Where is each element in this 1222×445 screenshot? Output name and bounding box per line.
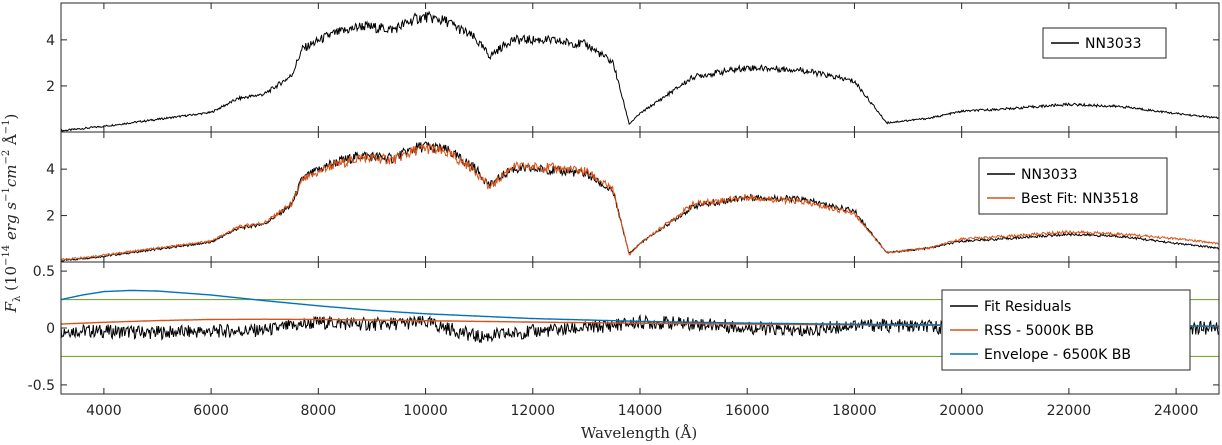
y-tick-label: 4 (46, 162, 55, 178)
legend-fit: NN3033 Best Fit: NN3518 (978, 157, 1168, 215)
y-tick-label: 2 (46, 209, 55, 225)
x-tick-label: 18000 (832, 403, 877, 419)
y-tick-label: -0.5 (28, 378, 55, 394)
x-axis-label: Wavelength (Å) (581, 424, 697, 442)
legend-label: Fit Residuals (984, 299, 1071, 315)
fit-panel: 24 (46, 131, 1220, 263)
y-axis-label: Fλ (10−14 erg s−1cm−2 Å−1) (1, 114, 23, 314)
legend-residuals: Fit Residuals RSS - 5000K BB Envelope - 65… (941, 289, 1191, 371)
legend-label: RSS - 5000K BB (984, 323, 1094, 339)
y-tick-label: 2 (46, 79, 55, 95)
series-line-best-fit-nn3518 (61, 143, 1219, 261)
legend-label: NN3033 (1085, 36, 1142, 52)
fit-plot-area (61, 141, 1219, 262)
x-tick-label: 10000 (403, 403, 448, 419)
legend-label: NN3033 (1021, 167, 1078, 183)
y-tick-label: 0.5 (33, 264, 55, 280)
x-tick-label: 22000 (1047, 403, 1092, 419)
y-tick-label: 0 (46, 321, 55, 337)
spectrum-plot-area (61, 10, 1219, 132)
legend-label: Envelope - 6500K BB (984, 347, 1131, 363)
x-axis: 4000 6000 8000 10000 12000 14000 16000 18000 200… (86, 403, 1198, 419)
x-tick-label: 24000 (1154, 403, 1199, 419)
series-line-nn3033 (61, 10, 1219, 132)
legend-spectrum: NN3033 (1042, 27, 1167, 59)
x-tick-label: 12000 (511, 403, 556, 419)
x-tick-label: 6000 (193, 403, 229, 419)
legend-label: Best Fit: NN3518 (1021, 191, 1139, 207)
y-tick-label: 4 (46, 33, 55, 49)
legend-box (941, 289, 1191, 371)
x-tick-label: 8000 (301, 403, 337, 419)
legend-box (978, 157, 1168, 215)
x-tick-label: 16000 (725, 403, 770, 419)
x-tick-label: 14000 (618, 403, 663, 419)
x-tick-label: 4000 (86, 403, 122, 419)
x-tick-label: 20000 (939, 403, 984, 419)
spectrum-panel: 24 (46, 2, 1220, 133)
